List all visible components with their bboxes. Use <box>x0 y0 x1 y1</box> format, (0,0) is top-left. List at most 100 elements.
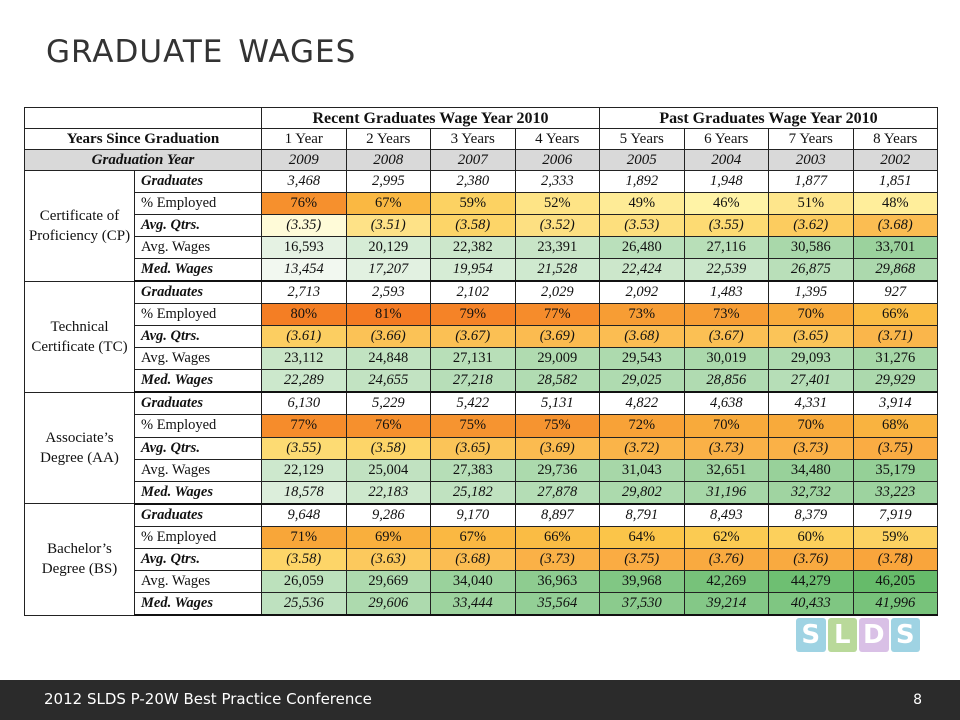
value-cell: 75% <box>514 414 600 438</box>
metric-label: Avg. Wages <box>134 347 262 371</box>
value-cell: 33,701 <box>852 236 938 260</box>
category-cell: Bachelor’s Degree (BS) <box>24 503 135 616</box>
value-cell: (3.73) <box>768 436 854 460</box>
value-cell: 2,102 <box>430 280 516 305</box>
value-cell: 76% <box>345 414 431 438</box>
value-cell: 59% <box>852 525 938 549</box>
value-cell: 75% <box>430 414 516 438</box>
years-since-cell: 4 Years <box>514 128 600 150</box>
value-cell: (3.69) <box>514 325 600 349</box>
past-graduates-header: Past Graduates Wage Year 2010 <box>599 107 938 129</box>
metric-label: Avg. Wages <box>134 569 262 593</box>
value-cell: (3.76) <box>768 547 854 571</box>
value-cell: 8,493 <box>683 503 769 527</box>
value-cell: 1,395 <box>768 280 854 305</box>
years-since-cell: 6 Years <box>683 128 769 150</box>
value-cell: 7,919 <box>852 503 938 527</box>
graduation-year-label: Graduation Year <box>24 149 262 171</box>
value-cell: 59% <box>430 192 516 216</box>
value-cell: 71% <box>261 525 347 549</box>
metric-label: Avg. Wages <box>134 458 262 482</box>
value-cell: 32,732 <box>768 480 854 505</box>
years-since-cell: 5 Years <box>599 128 685 150</box>
value-cell: (3.35) <box>261 214 347 238</box>
table-row: % Employed 71% 69% 67% 66% 64% 62% 60% 59% <box>25 525 938 549</box>
value-cell: 2,995 <box>345 169 431 194</box>
value-cell: 4,822 <box>599 391 685 416</box>
value-cell: 4,638 <box>683 391 769 416</box>
value-cell: 25,182 <box>430 480 516 505</box>
value-cell: 79% <box>430 303 516 327</box>
value-cell: 8,897 <box>514 503 600 527</box>
table-row: Bachelor’s Degree (BS) Graduates 9,648 9,28… <box>24 503 938 616</box>
table-row: Med. Wages 25,536 29,606 33,444 35,564 37,530… <box>25 591 938 616</box>
recent-graduates-header: Recent Graduates Wage Year 2010 <box>261 107 600 129</box>
table-row: Med. Wages 18,578 22,183 25,182 27,878 29,802… <box>25 480 938 505</box>
value-cell: 76% <box>261 192 347 216</box>
value-cell: 27,383 <box>430 458 516 482</box>
value-cell: 41,996 <box>852 591 938 616</box>
value-cell: 33,444 <box>430 591 516 616</box>
value-cell: 73% <box>683 303 769 327</box>
value-cell: (3.78) <box>852 547 938 571</box>
years-since-label: Years Since Graduation <box>24 128 262 150</box>
value-cell: 18,578 <box>261 480 347 505</box>
value-cell: 5,229 <box>345 391 431 416</box>
value-cell: 9,286 <box>345 503 431 527</box>
value-cell: 9,170 <box>430 503 516 527</box>
metric-label: % Employed <box>134 525 262 549</box>
years-since-cell: 1 Year <box>261 128 347 150</box>
value-cell: 1,851 <box>852 169 938 194</box>
value-cell: 26,480 <box>599 236 685 260</box>
conference-name: 2012 SLDS P-20W Best Practice Conference <box>44 690 372 708</box>
graduation-year-row: Graduation Year 2009 2008 2007 2006 2005 2004… <box>24 149 938 171</box>
value-cell: 28,582 <box>514 369 600 394</box>
value-cell: 70% <box>768 414 854 438</box>
wages-table-body: Certificate of Proficiency (CP) Graduates… <box>24 169 938 616</box>
graduation-year-cell: 2003 <box>768 149 854 171</box>
graduation-year-cell: 2007 <box>430 149 516 171</box>
value-cell: (3.65) <box>768 325 854 349</box>
metric-label: % Employed <box>134 192 262 216</box>
category-cell: Associate’s Degree (AA) <box>24 391 135 505</box>
metric-label: % Employed <box>134 303 262 327</box>
value-cell: 29,669 <box>345 569 431 593</box>
value-cell: (3.62) <box>768 214 854 238</box>
metric-label: Avg. Qtrs. <box>134 436 262 460</box>
value-cell: 22,382 <box>430 236 516 260</box>
value-cell: 67% <box>345 192 431 216</box>
value-cell: 29,009 <box>514 347 600 371</box>
table-row: Avg. Wages 16,593 20,129 22,382 23,391 26,480… <box>25 236 938 260</box>
group-header-row: Recent Graduates Wage Year 2010 Past Gra… <box>24 107 938 129</box>
metric-label: Med. Wages <box>134 591 262 616</box>
value-cell: (3.67) <box>683 325 769 349</box>
value-cell: 42,269 <box>683 569 769 593</box>
value-cell: (3.75) <box>852 436 938 460</box>
wages-table: Recent Graduates Wage Year 2010 Past Gra… <box>24 107 938 616</box>
value-cell: 9,648 <box>261 503 347 527</box>
value-cell: 29,543 <box>599 347 685 371</box>
value-cell: 36,963 <box>514 569 600 593</box>
metric-label: Med. Wages <box>134 369 262 394</box>
value-cell: (3.52) <box>514 214 600 238</box>
value-cell: (3.55) <box>261 436 347 460</box>
value-cell: 26,059 <box>261 569 347 593</box>
metric-label: Avg. Qtrs. <box>134 325 262 349</box>
value-cell: 22,424 <box>599 258 685 283</box>
value-cell: 60% <box>768 525 854 549</box>
value-cell: 72% <box>599 414 685 438</box>
table-row: Avg. Qtrs. (3.35) (3.51) (3.58) (3.52) (3.53)… <box>25 214 938 238</box>
metric-label: Graduates <box>134 280 262 305</box>
value-cell: 31,196 <box>683 480 769 505</box>
value-cell: 35,564 <box>514 591 600 616</box>
value-cell: 22,289 <box>261 369 347 394</box>
table-row: Technical Certificate (TC) Graduates 2,713… <box>24 280 938 393</box>
value-cell: 20,129 <box>345 236 431 260</box>
years-since-cell: 7 Years <box>768 128 854 150</box>
value-cell: 24,655 <box>345 369 431 394</box>
value-cell: 29,736 <box>514 458 600 482</box>
table-row: Avg. Qtrs. (3.58) (3.63) (3.68) (3.73) (3.75)… <box>25 547 938 571</box>
value-cell: 2,380 <box>430 169 516 194</box>
value-cell: 69% <box>345 525 431 549</box>
value-cell: (3.58) <box>430 214 516 238</box>
